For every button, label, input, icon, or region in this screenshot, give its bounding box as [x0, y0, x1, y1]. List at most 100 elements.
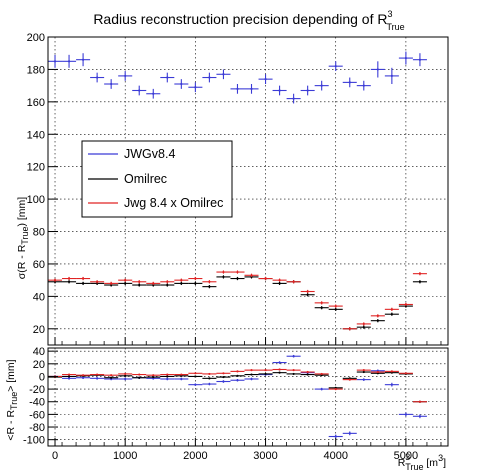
data-marker [362, 322, 365, 326]
data-marker [124, 377, 127, 381]
bottom-series-jwg [48, 354, 427, 439]
data-marker [418, 280, 422, 283]
data-marker [110, 376, 113, 379]
legend-label-jwg: JWGv8.4 [124, 147, 175, 161]
bottom-combined-point [370, 370, 385, 374]
data-marker [292, 280, 295, 283]
data-marker [166, 76, 169, 79]
bottom-jwg-point [202, 382, 217, 386]
data-marker [250, 369, 253, 372]
data-marker [166, 283, 169, 287]
data-marker [362, 84, 365, 87]
data-marker [208, 377, 211, 380]
top-combined-point [62, 276, 77, 281]
legend-entry-combined: Jwg 8.4 x Omilrec [88, 196, 223, 210]
data-marker [278, 282, 281, 285]
bottom-jwg-point [118, 377, 133, 381]
data-marker [334, 65, 337, 68]
bottom-omilrec-point [118, 374, 133, 377]
top-jwg-point [174, 79, 189, 89]
data-marker [250, 377, 253, 381]
bottom-jwg-point [398, 412, 413, 417]
bottom-combined-point [328, 387, 343, 391]
data-marker [250, 373, 253, 376]
bottom-omilrec-point [188, 375, 203, 378]
data-marker [67, 60, 71, 63]
data-marker [418, 58, 422, 61]
bottom-omilrec-point [216, 375, 231, 379]
data-marker [362, 370, 365, 374]
top-y-tick-label-80: 80 [33, 227, 45, 239]
top-jwg-point [160, 72, 175, 83]
top-combined-point [314, 301, 329, 305]
bottom-series-omilrec [48, 370, 427, 403]
bottom-y-tick-label--60: -60 [29, 409, 45, 421]
bottom-omilrec-point [258, 372, 273, 376]
top-combined-point [328, 304, 343, 308]
bottom-combined-point [90, 373, 105, 376]
data-marker [138, 376, 141, 379]
data-marker [236, 270, 239, 274]
data-marker [152, 375, 155, 379]
data-marker [320, 301, 323, 304]
data-marker [320, 387, 323, 391]
top-jwg-point [300, 85, 315, 96]
top-omilrec-point [62, 280, 77, 284]
bottom-combined-point [202, 372, 217, 376]
top-combined-point [174, 278, 189, 282]
top-y-tick-label-40: 40 [33, 291, 45, 303]
data-marker [138, 280, 141, 283]
bottom-combined-point [272, 368, 287, 371]
bottom-jwg-point [230, 378, 245, 382]
top-series-group [48, 51, 427, 331]
top-combined-point [230, 270, 245, 274]
data-marker [180, 282, 183, 285]
top-omilrec-point [272, 281, 287, 286]
top-combined-point [370, 314, 385, 318]
data-marker [67, 373, 71, 376]
legend: JWGv8.4 Omilrec Jwg 8.4 x Omilrec [81, 140, 233, 218]
data-marker [306, 293, 309, 296]
bottom-combined-point [384, 370, 399, 373]
data-marker [250, 274, 253, 277]
top-combined-point [272, 278, 287, 282]
data-marker [236, 277, 239, 280]
data-marker [278, 371, 281, 374]
data-marker [320, 84, 323, 87]
bottom-jwg-point [286, 354, 301, 358]
data-marker [194, 277, 197, 280]
data-marker [124, 282, 127, 285]
data-marker [96, 377, 99, 380]
top-y-tick-label-200: 200 [27, 32, 45, 44]
data-marker [67, 280, 71, 283]
data-marker [376, 68, 379, 71]
data-marker [53, 60, 57, 63]
data-marker [306, 89, 309, 92]
bottom-jwg-point [384, 382, 399, 387]
bottom-combined-point [216, 372, 231, 375]
top-combined-point [342, 327, 357, 331]
data-marker [166, 280, 169, 283]
data-marker [81, 282, 85, 285]
bottom-plot-frame [47, 347, 449, 447]
bottom-jwg-point [342, 431, 357, 436]
bottom-omilrec-point [132, 376, 147, 379]
top-omilrec-point [76, 281, 91, 286]
top-omilrec-point [300, 293, 315, 297]
data-marker [348, 327, 351, 330]
data-marker [320, 306, 323, 309]
data-marker [278, 89, 281, 92]
bottom-combined-point [146, 374, 161, 377]
data-marker [222, 375, 225, 379]
data-marker [236, 374, 239, 377]
top-jwg-point [104, 79, 119, 89]
top-jwg-point [62, 54, 77, 68]
bottom-y-tick-label--40: -40 [29, 397, 45, 409]
top-y-tick-label-140: 140 [27, 129, 45, 141]
bottom-combined-point [244, 369, 259, 372]
data-marker [250, 87, 253, 90]
bottom-omilrec-point [104, 376, 119, 379]
data-marker [110, 82, 113, 86]
data-marker [152, 282, 155, 285]
legend-entry-jwg: JWGv8.4 [88, 147, 175, 161]
